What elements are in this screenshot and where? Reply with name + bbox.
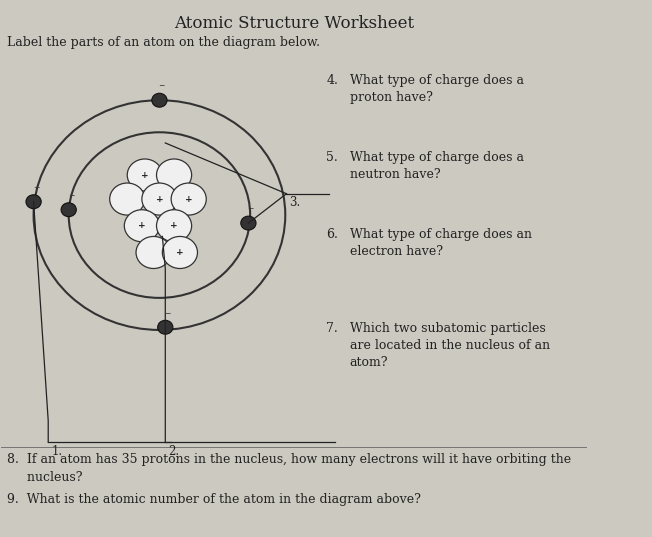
Text: 6.: 6. [326, 228, 338, 242]
Circle shape [156, 210, 192, 242]
Text: +: + [185, 194, 192, 204]
Text: 2.: 2. [168, 445, 179, 458]
Text: 9.  What is the atomic number of the atom in the diagram above?: 9. What is the atomic number of the atom… [7, 493, 421, 506]
Circle shape [125, 210, 160, 242]
Circle shape [26, 195, 41, 209]
Text: What type of charge does an
electron have?: What type of charge does an electron hav… [349, 228, 531, 258]
Text: 3.: 3. [289, 197, 301, 209]
Circle shape [142, 183, 177, 215]
Text: −: − [158, 82, 165, 91]
Text: +: + [170, 221, 178, 230]
Text: Label the parts of an atom on the diagram below.: Label the parts of an atom on the diagra… [7, 36, 320, 49]
Text: Which two subatomic particles
are located in the nucleus of an
atom?: Which two subatomic particles are locate… [349, 322, 550, 369]
Circle shape [158, 320, 173, 334]
Text: +: + [138, 221, 145, 230]
Circle shape [110, 183, 145, 215]
Text: 4.: 4. [326, 74, 338, 86]
Text: 5.: 5. [326, 151, 338, 164]
Circle shape [171, 183, 206, 215]
Text: +: + [156, 194, 163, 204]
Text: −: − [68, 191, 74, 200]
Text: What type of charge does a
neutron have?: What type of charge does a neutron have? [349, 151, 524, 181]
Text: Atomic Structure Worksheet: Atomic Structure Worksheet [174, 14, 414, 32]
Circle shape [152, 93, 167, 107]
Text: −: − [33, 183, 39, 192]
Text: +: + [141, 171, 149, 179]
Circle shape [156, 159, 192, 191]
Text: −: − [164, 309, 171, 318]
Circle shape [136, 236, 171, 268]
Circle shape [241, 216, 256, 230]
Text: What type of charge does a
proton have?: What type of charge does a proton have? [349, 74, 524, 104]
Text: 7.: 7. [326, 322, 338, 335]
Text: −: − [248, 205, 254, 214]
Text: 1.: 1. [51, 445, 63, 458]
Circle shape [162, 236, 198, 268]
Text: 8.  If an atom has 35 protons in the nucleus, how many electrons will it have or: 8. If an atom has 35 protons in the nucl… [7, 453, 571, 484]
Circle shape [127, 159, 162, 191]
Circle shape [61, 203, 76, 217]
Text: +: + [176, 248, 184, 257]
